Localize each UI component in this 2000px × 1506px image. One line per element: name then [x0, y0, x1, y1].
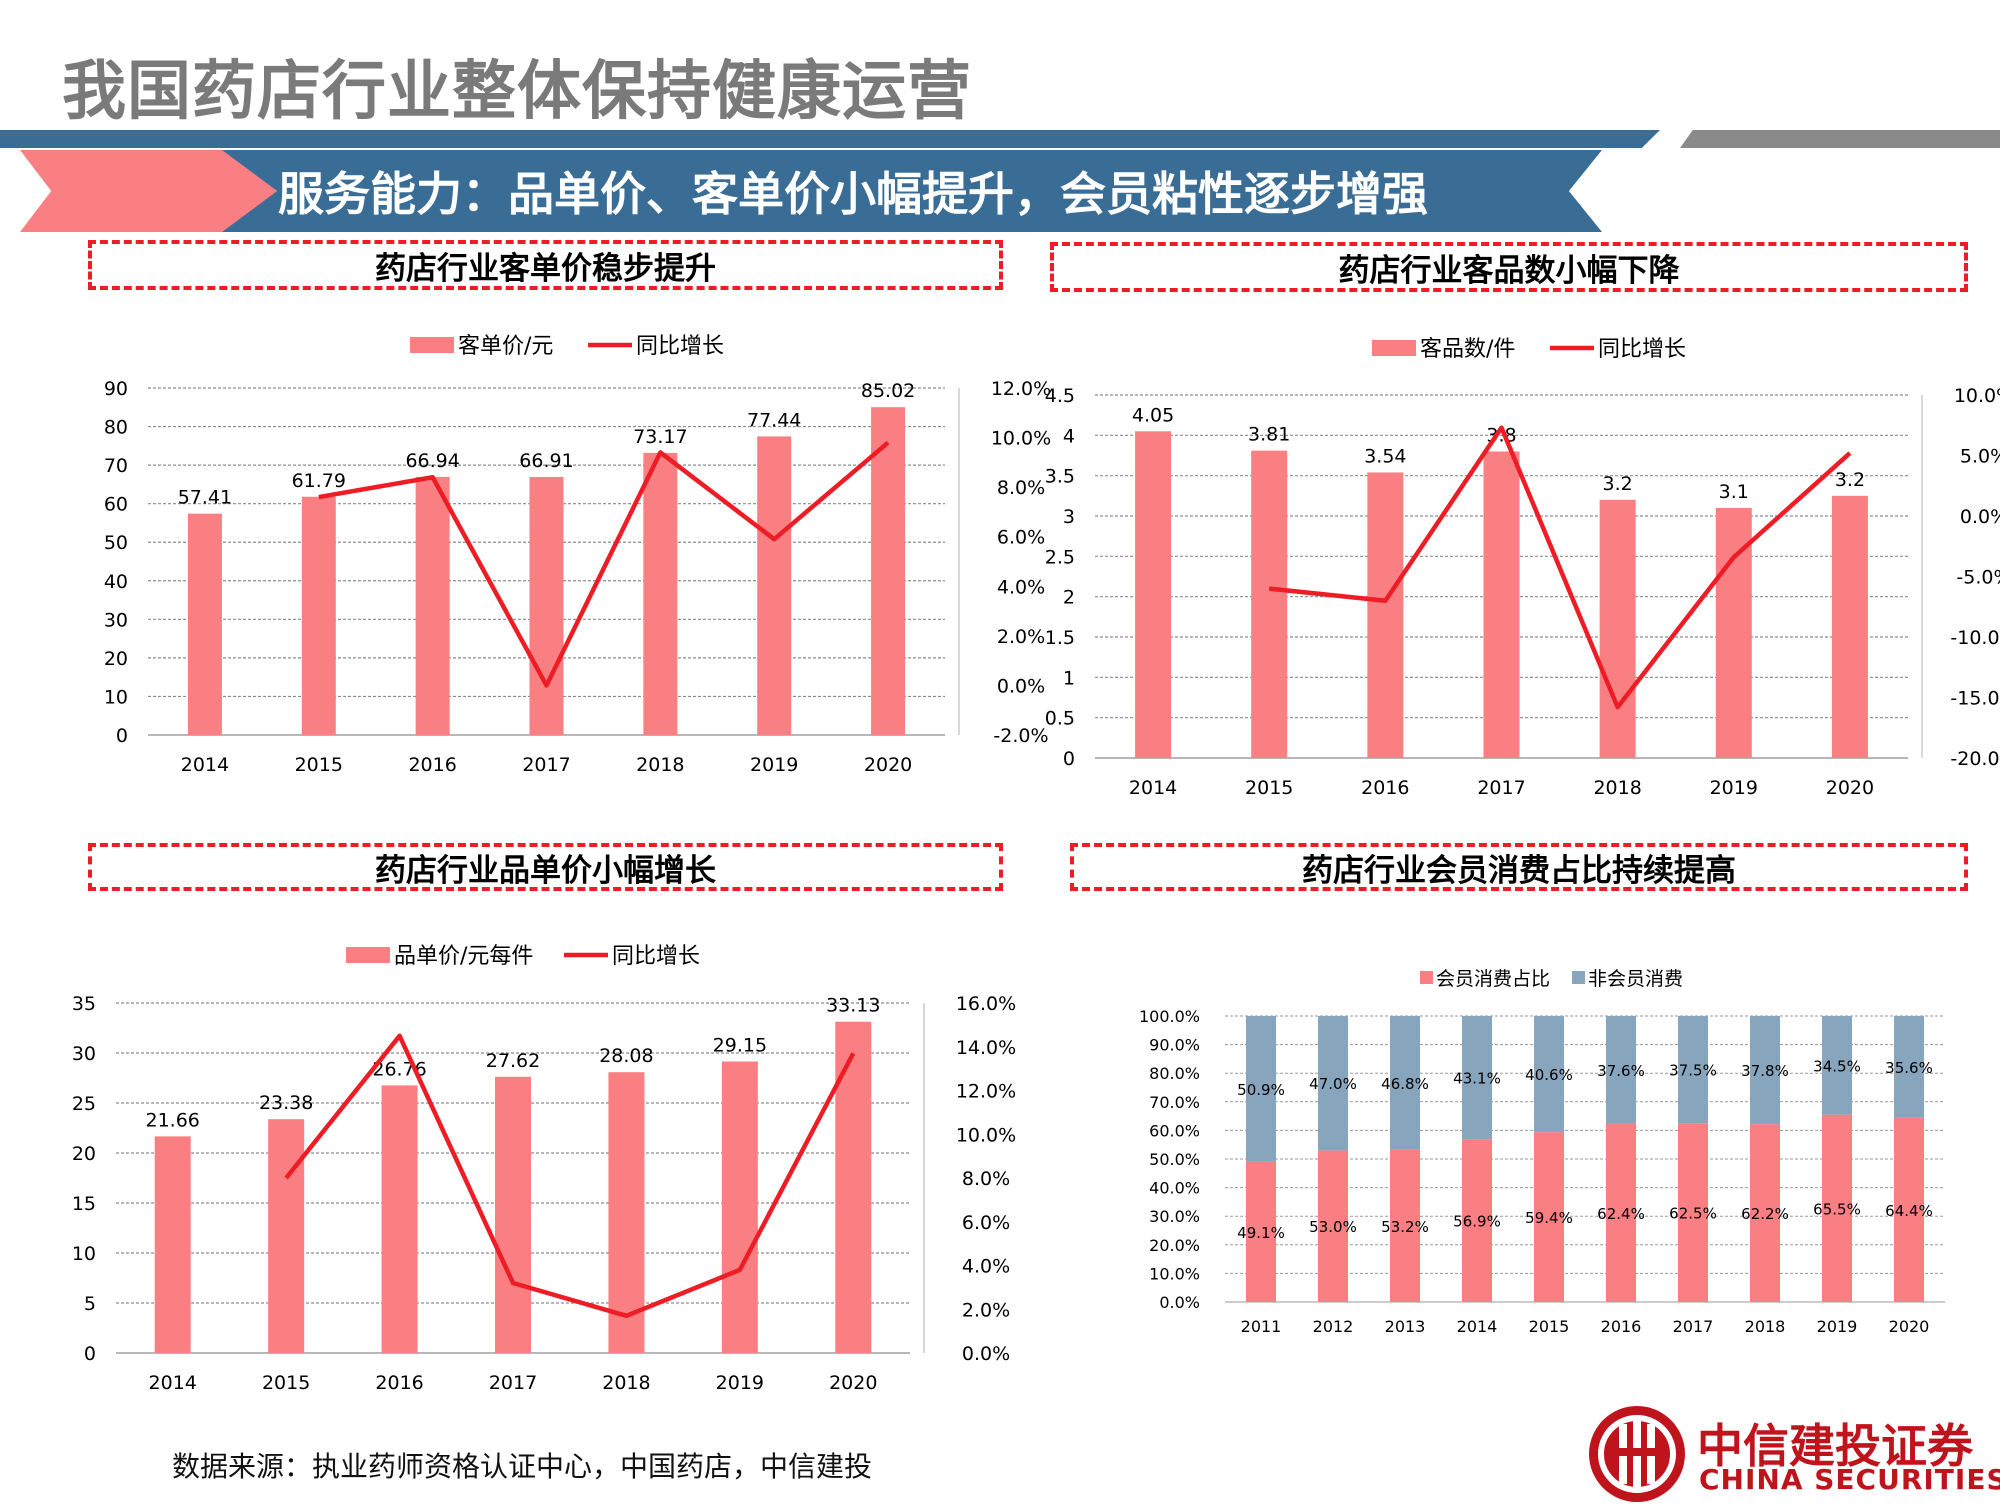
y-tick-label: 30.0%	[1149, 1207, 1200, 1226]
x-tick-label: 2018	[1745, 1317, 1786, 1336]
y-tick-label: 80.0%	[1149, 1064, 1200, 1083]
x-tick-label: 2013	[1385, 1317, 1426, 1336]
x-tick-label: 2016	[1601, 1317, 1642, 1336]
x-tick-label: 2015	[1529, 1317, 1570, 1336]
bar-data-label-member: 62.2%	[1741, 1205, 1789, 1223]
bar-data-label-member: 53.0%	[1309, 1218, 1357, 1236]
bar-data-label-member: 65.5%	[1813, 1200, 1861, 1218]
y-tick-label: 100.0%	[1139, 1007, 1200, 1026]
y-tick-label: 60.0%	[1149, 1121, 1200, 1140]
bar-data-label-non-member: 37.8%	[1741, 1062, 1789, 1080]
bar-data-label-non-member: 34.5%	[1813, 1057, 1861, 1075]
bar-data-label-non-member: 37.6%	[1597, 1062, 1645, 1080]
y-tick-label: 70.0%	[1149, 1093, 1200, 1112]
y-tick-label: 10.0%	[1149, 1264, 1200, 1283]
bar-data-label-member: 53.2%	[1381, 1218, 1429, 1236]
legend-label-member: 会员消费占比	[1436, 968, 1550, 990]
bar-data-label-member: 49.1%	[1237, 1224, 1285, 1242]
bar-data-label-member: 56.9%	[1453, 1213, 1501, 1231]
legend-label-non-member: 非会员消费	[1588, 968, 1683, 990]
x-tick-label: 2017	[1673, 1317, 1714, 1336]
bar-data-label-member: 64.4%	[1885, 1202, 1933, 1220]
bar-data-label-non-member: 46.8%	[1381, 1075, 1429, 1093]
logo-name-en: CHINA SECURITIES	[1699, 1463, 2000, 1496]
x-tick-label: 2019	[1817, 1317, 1858, 1336]
bar-data-label-non-member: 50.9%	[1237, 1081, 1285, 1099]
bar-data-label-non-member: 47.0%	[1309, 1075, 1357, 1093]
legend-swatch-non-member	[1572, 971, 1585, 984]
bar-data-label-non-member: 37.5%	[1669, 1062, 1717, 1080]
source-note: 数据来源：执业药师资格认证中心，中国药店，中信建投	[172, 1445, 872, 1485]
y-tick-label: 50.0%	[1149, 1150, 1200, 1169]
x-tick-label: 2020	[1889, 1317, 1930, 1336]
logo-emblem-icon	[1585, 1402, 1689, 1506]
y-tick-label: 20.0%	[1149, 1236, 1200, 1255]
bar-data-label-member: 59.4%	[1525, 1209, 1573, 1227]
bar-data-label-non-member: 43.1%	[1453, 1070, 1501, 1088]
y-tick-label: 40.0%	[1149, 1179, 1200, 1198]
x-tick-label: 2012	[1313, 1317, 1354, 1336]
bar-data-label-non-member: 35.6%	[1885, 1059, 1933, 1077]
company-logo: 中信建投证券 CHINA SECURITIES	[1585, 1408, 2000, 1500]
bar-data-label-member: 62.5%	[1669, 1205, 1717, 1223]
bar-data-label-non-member: 40.6%	[1525, 1066, 1573, 1084]
x-tick-label: 2011	[1241, 1317, 1282, 1336]
bar-data-label-member: 62.4%	[1597, 1205, 1645, 1223]
y-tick-label: 90.0%	[1149, 1036, 1200, 1055]
x-tick-label: 2014	[1457, 1317, 1498, 1336]
y-tick-label: 0.0%	[1159, 1293, 1200, 1312]
legend-swatch-member	[1420, 971, 1433, 984]
